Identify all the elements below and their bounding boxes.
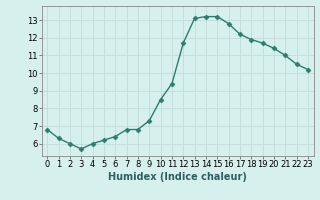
X-axis label: Humidex (Indice chaleur): Humidex (Indice chaleur) (108, 172, 247, 182)
